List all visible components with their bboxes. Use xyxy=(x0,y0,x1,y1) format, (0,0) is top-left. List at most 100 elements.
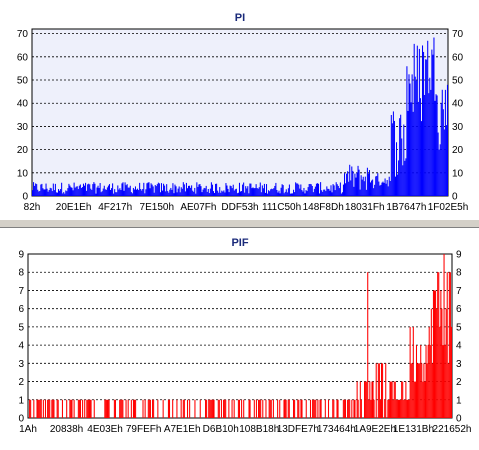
bar xyxy=(54,183,56,196)
bar xyxy=(96,187,98,196)
y-tick-label-left: 3 xyxy=(18,359,24,370)
y-tick-label-left: 4 xyxy=(18,341,24,352)
bar xyxy=(203,187,205,196)
bar xyxy=(319,193,321,196)
bar xyxy=(200,186,202,196)
bar xyxy=(313,399,315,418)
bar xyxy=(343,399,345,418)
bar xyxy=(224,192,226,196)
bar xyxy=(364,176,366,196)
bar xyxy=(209,188,211,196)
bar xyxy=(227,188,229,196)
bar xyxy=(283,193,285,196)
bar xyxy=(286,192,288,196)
x-tick-label: 108B18h xyxy=(239,424,279,435)
bar xyxy=(241,191,243,196)
bar xyxy=(319,399,321,418)
bar xyxy=(73,182,75,196)
bar xyxy=(111,188,113,196)
bar xyxy=(288,399,290,418)
bar xyxy=(300,184,302,196)
bar xyxy=(43,189,45,196)
bar-series xyxy=(32,37,448,197)
bar xyxy=(194,187,196,196)
y-tick-label-left: 50 xyxy=(17,76,29,87)
bar xyxy=(53,399,55,418)
bar xyxy=(284,399,286,418)
bar xyxy=(400,114,402,196)
bar xyxy=(269,191,271,196)
bar xyxy=(144,399,146,418)
bar xyxy=(342,399,344,418)
bar xyxy=(405,381,407,418)
bar xyxy=(94,183,96,196)
bar xyxy=(396,142,398,196)
bar xyxy=(86,399,88,418)
bar xyxy=(36,184,38,196)
y-tick-label-right: 50 xyxy=(452,76,464,87)
bar xyxy=(401,138,403,196)
bar xyxy=(107,185,109,196)
bar xyxy=(268,399,270,418)
bar xyxy=(298,184,300,196)
panel-divider[interactable] xyxy=(0,220,479,227)
bar xyxy=(355,177,357,196)
bar xyxy=(272,399,274,418)
bar xyxy=(358,169,360,196)
bar xyxy=(375,363,377,418)
bar xyxy=(366,381,368,418)
bar xyxy=(159,192,161,196)
bar xyxy=(332,184,334,196)
bar xyxy=(218,399,220,418)
bar xyxy=(398,160,400,196)
bar xyxy=(135,399,137,418)
bar xyxy=(388,399,390,418)
bar xyxy=(86,190,88,196)
plot-area xyxy=(27,253,453,419)
bar xyxy=(259,399,261,418)
bar xyxy=(122,182,124,196)
bar xyxy=(217,190,219,196)
bar xyxy=(285,399,287,418)
bar xyxy=(45,183,47,196)
bar xyxy=(353,186,355,196)
bar xyxy=(180,187,182,196)
bar xyxy=(258,187,260,196)
bar xyxy=(403,124,405,196)
bar xyxy=(384,178,386,196)
bar xyxy=(450,326,452,418)
bar xyxy=(270,189,272,196)
bar xyxy=(84,399,86,418)
bar xyxy=(65,190,67,196)
bar xyxy=(399,118,401,196)
y-tick-label-right: 20 xyxy=(452,145,464,156)
bar xyxy=(429,345,431,418)
bar xyxy=(107,399,109,418)
bar xyxy=(201,192,203,196)
bar xyxy=(294,192,296,196)
bar xyxy=(187,399,189,418)
bar xyxy=(49,399,51,418)
bar xyxy=(397,399,399,418)
bar xyxy=(309,183,311,196)
bar xyxy=(185,182,187,196)
bar xyxy=(191,185,193,196)
bar xyxy=(276,190,278,196)
y-tick-label-right: 70 xyxy=(452,29,464,40)
bar xyxy=(210,399,212,418)
bar xyxy=(385,183,387,196)
bar xyxy=(232,184,234,196)
bar xyxy=(122,399,124,418)
bar xyxy=(237,192,239,196)
bar xyxy=(140,189,142,196)
bar xyxy=(407,110,409,196)
bar xyxy=(186,188,188,196)
bar xyxy=(51,191,53,196)
bar xyxy=(372,381,374,418)
bar xyxy=(180,399,182,418)
bar xyxy=(189,185,191,196)
bar xyxy=(126,184,128,196)
bar xyxy=(208,399,210,418)
bar xyxy=(308,184,310,196)
bar xyxy=(53,190,55,196)
